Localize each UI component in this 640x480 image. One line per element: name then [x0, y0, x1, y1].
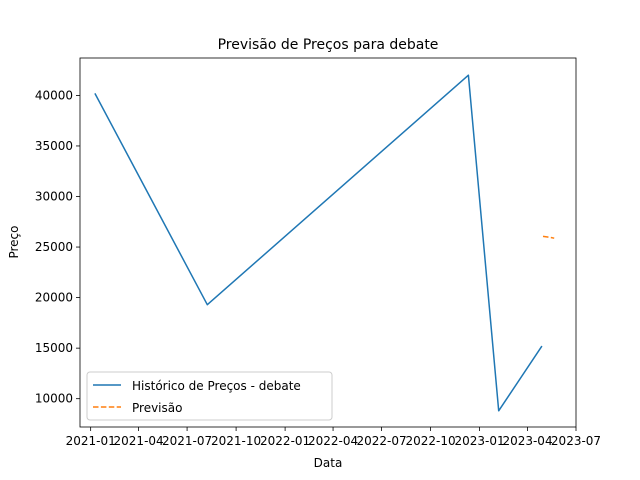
series-previsao-line — [542, 235, 555, 239]
y-tick-label: 35000 — [35, 139, 73, 153]
series-historico-line — [94, 74, 543, 412]
y-tick-label: 20000 — [35, 291, 73, 305]
x-tick-label: 2021-07 — [162, 434, 212, 448]
y-tick-label: 15000 — [35, 341, 73, 355]
plot-frame — [79, 57, 577, 428]
x-tick-label: 2023-01 — [455, 434, 505, 448]
y-tick-label: 10000 — [35, 392, 73, 406]
legend-label-previsao: Previsão — [132, 401, 182, 415]
legend-box — [86, 371, 333, 421]
x-tick-label: 2022-04 — [308, 434, 358, 448]
x-tick-label: 2021-04 — [114, 434, 164, 448]
legend: Histórico de Preços - debate Previsão — [86, 371, 333, 421]
y-tick-label: 30000 — [35, 190, 73, 204]
x-tick-label: 2021-10 — [211, 434, 261, 448]
chart-title: Previsão de Preços para debate — [218, 37, 439, 53]
x-tick-label: 2023-04 — [502, 434, 552, 448]
x-axis: 2021-012021-042021-072021-102022-012022-… — [66, 427, 601, 448]
x-tick-label: 2022-10 — [405, 434, 455, 448]
x-axis-label: Data — [314, 456, 343, 470]
x-tick-label: 2021-01 — [66, 434, 116, 448]
y-tick-label: 25000 — [35, 240, 73, 254]
y-axis-label: Preço — [7, 225, 21, 258]
legend-label-historico: Histórico de Preços - debate — [132, 379, 301, 393]
x-tick-label: 2022-01 — [260, 434, 310, 448]
y-axis: 10000 15000 20000 25000 30000 35000 40000 — [35, 88, 80, 406]
x-tick-label: 2023-07 — [551, 434, 601, 448]
x-tick-label: 2022-07 — [356, 434, 406, 448]
y-tick-label: 40000 — [35, 88, 73, 102]
plot-lines — [94, 74, 555, 412]
